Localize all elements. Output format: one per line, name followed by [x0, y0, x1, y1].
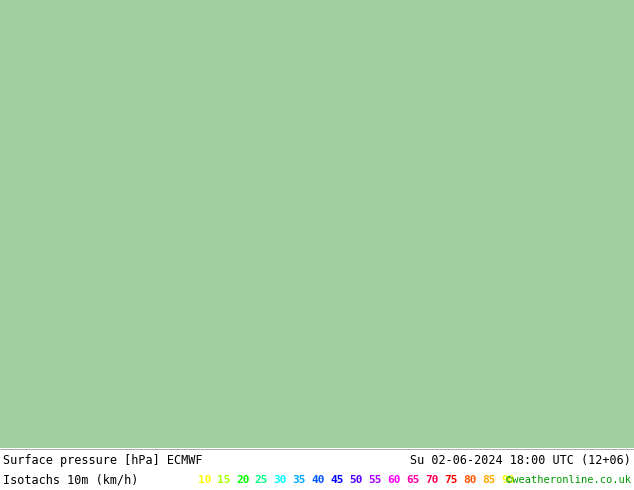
- Text: 75: 75: [444, 475, 458, 485]
- Text: 15: 15: [217, 475, 230, 485]
- Text: 30: 30: [274, 475, 287, 485]
- Text: 50: 50: [349, 475, 363, 485]
- Text: 90: 90: [501, 475, 515, 485]
- Text: 55: 55: [368, 475, 382, 485]
- Text: 40: 40: [312, 475, 325, 485]
- Text: 85: 85: [482, 475, 496, 485]
- Text: Isotachs 10m (km/h): Isotachs 10m (km/h): [3, 473, 138, 487]
- Text: Surface pressure [hPa] ECMWF: Surface pressure [hPa] ECMWF: [3, 454, 202, 466]
- Text: Su 02-06-2024 18:00 UTC (12+06): Su 02-06-2024 18:00 UTC (12+06): [410, 454, 631, 466]
- Text: 20: 20: [236, 475, 249, 485]
- Text: 65: 65: [406, 475, 420, 485]
- Text: 35: 35: [293, 475, 306, 485]
- Text: 25: 25: [255, 475, 268, 485]
- Text: ©weatheronline.co.uk: ©weatheronline.co.uk: [506, 475, 631, 485]
- Text: 45: 45: [330, 475, 344, 485]
- Text: 10: 10: [198, 475, 212, 485]
- Text: 70: 70: [425, 475, 439, 485]
- Text: 80: 80: [463, 475, 477, 485]
- Text: 60: 60: [387, 475, 401, 485]
